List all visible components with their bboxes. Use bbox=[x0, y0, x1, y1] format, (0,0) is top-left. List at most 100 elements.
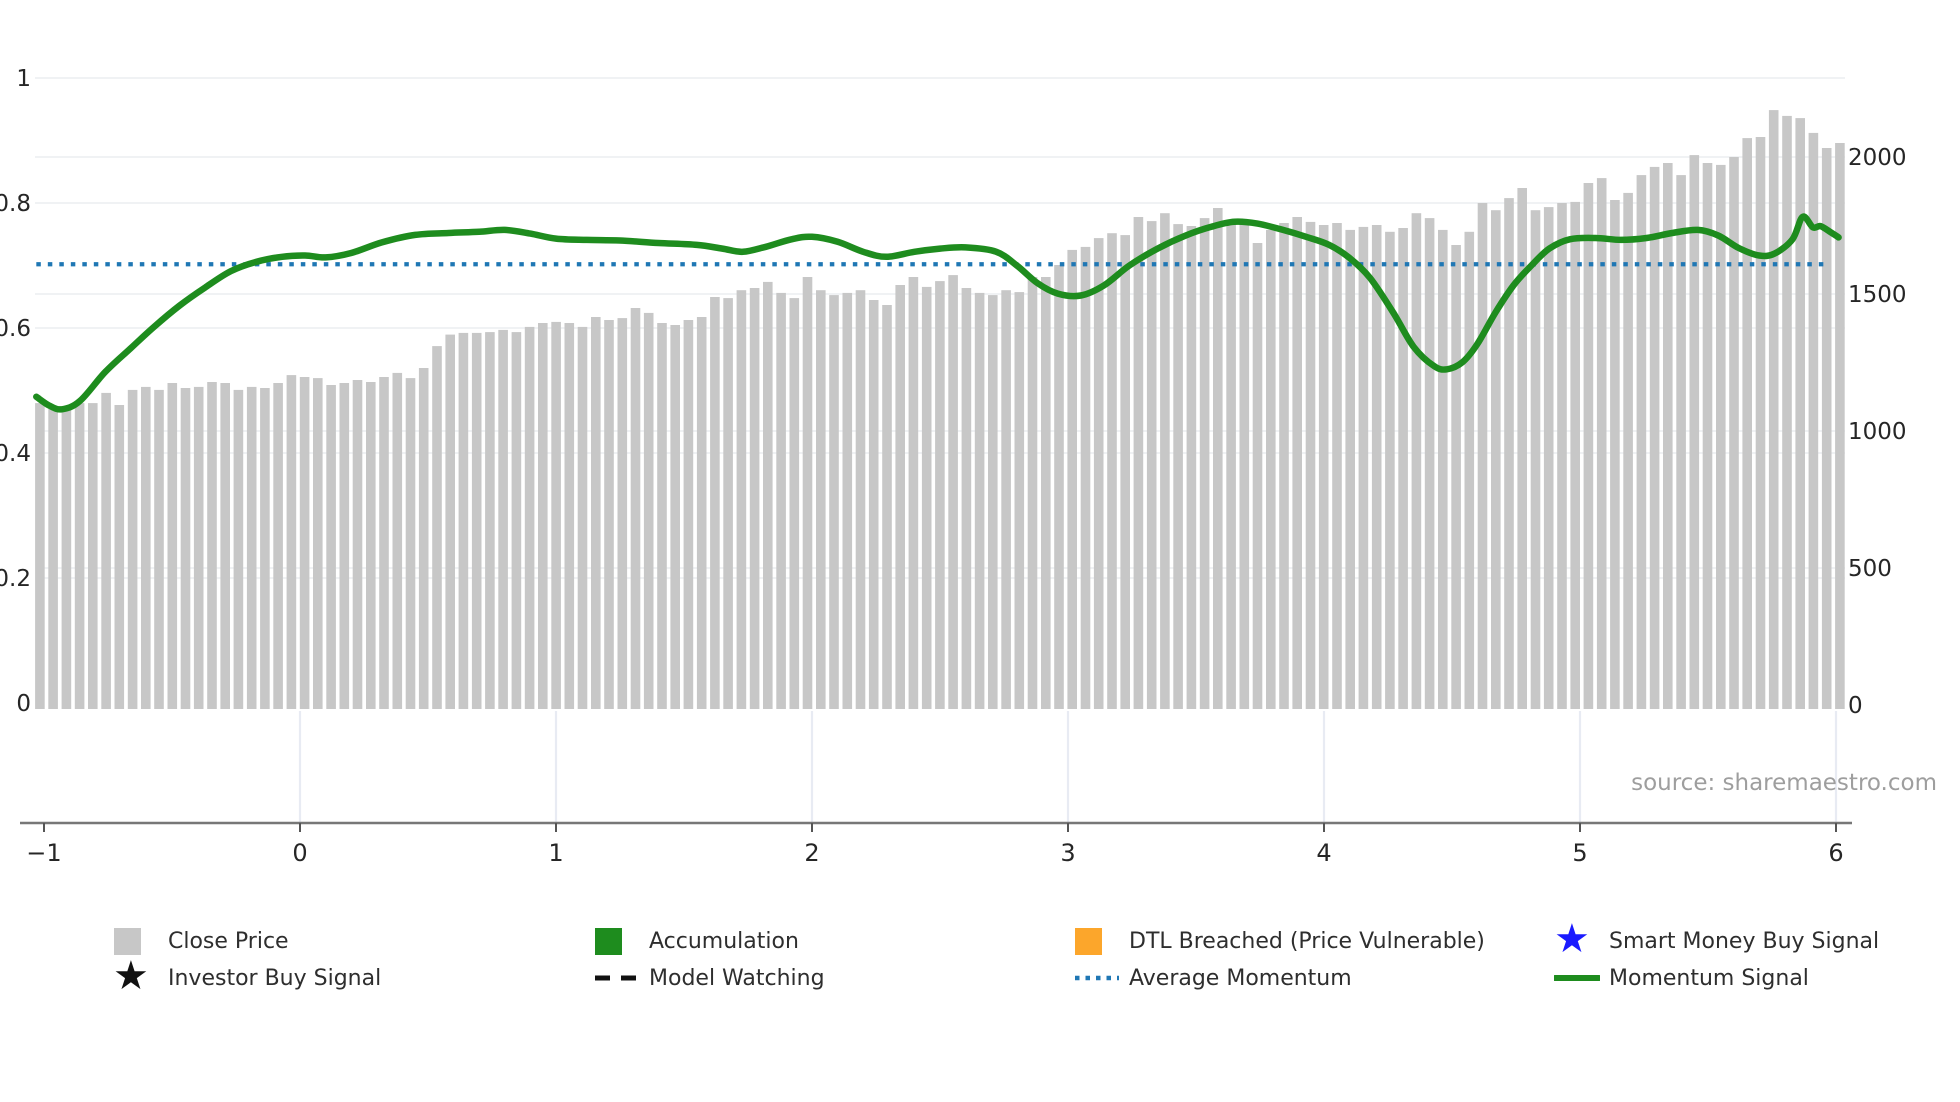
close-price-bar bbox=[855, 290, 866, 709]
close-price-bar bbox=[471, 332, 482, 709]
close-price-bar bbox=[74, 403, 85, 709]
close-price-bar bbox=[696, 317, 707, 709]
legend-item-accumulation: Accumulation bbox=[594, 926, 799, 956]
close-price-bar bbox=[1716, 164, 1726, 709]
close-price-bar bbox=[1107, 233, 1117, 709]
legend-item-momentum-signal: Momentum Signal bbox=[1554, 963, 1809, 993]
close-price-bar bbox=[1623, 192, 1633, 709]
close-price-bar bbox=[246, 386, 257, 709]
close-price-bar bbox=[1358, 226, 1369, 709]
close-price-bar bbox=[366, 382, 376, 709]
close-price-bar bbox=[882, 305, 892, 709]
close-price-bar bbox=[1080, 246, 1091, 709]
close-price-bar bbox=[657, 323, 667, 709]
star-icon: ★ bbox=[113, 956, 163, 996]
close-price-bar bbox=[1782, 115, 1792, 709]
legend-label: Average Momentum bbox=[1129, 965, 1352, 991]
close-price-bar bbox=[988, 295, 998, 709]
close-price-bar bbox=[48, 408, 58, 709]
close-price-bar bbox=[776, 292, 786, 709]
close-price-bar bbox=[313, 378, 323, 709]
legend-item-average-momentum: Average Momentum bbox=[1074, 963, 1352, 993]
close-price-bar bbox=[1808, 132, 1819, 709]
close-price-bar bbox=[1663, 163, 1673, 709]
close-price-bar bbox=[498, 329, 508, 709]
close-price-bar bbox=[1213, 208, 1223, 709]
legend-label: Investor Buy Signal bbox=[168, 965, 382, 991]
x-tick-label: 5 bbox=[1572, 839, 1587, 867]
close-price-bar bbox=[1160, 213, 1170, 709]
close-price-bar bbox=[286, 375, 297, 709]
close-price-bar bbox=[736, 290, 747, 709]
close-price-bar bbox=[577, 326, 588, 709]
close-price-bar bbox=[1199, 218, 1210, 709]
close-price-bar bbox=[1279, 223, 1289, 709]
close-price-bar bbox=[1477, 203, 1488, 709]
close-price-bar bbox=[829, 295, 839, 709]
close-price-bar bbox=[1292, 217, 1302, 709]
close-price-bar bbox=[114, 405, 125, 709]
momentum-signal-line bbox=[33, 213, 1842, 413]
x-tick-label: 2 bbox=[804, 839, 819, 867]
right-tick-label: 0 bbox=[1848, 693, 1863, 719]
close-price-bar bbox=[1173, 224, 1183, 709]
close-price-bar bbox=[1504, 198, 1514, 709]
close-price-bar bbox=[1041, 277, 1051, 709]
close-price-bar bbox=[1702, 163, 1713, 709]
close-price-bar bbox=[445, 334, 455, 709]
close-price-bar bbox=[1239, 223, 1250, 709]
close-price-bar bbox=[802, 277, 813, 709]
close-price-bar bbox=[339, 383, 350, 709]
close-price-bar bbox=[1411, 213, 1422, 709]
close-price-bar bbox=[1438, 229, 1448, 709]
close-price-bar bbox=[1133, 217, 1144, 709]
dotted-line-icon bbox=[1074, 963, 1124, 993]
close-price-bar bbox=[1596, 178, 1607, 710]
legend-item-investor-buy-signal: ★ Investor Buy Signal bbox=[113, 956, 382, 996]
x-tick-label: −1 bbox=[26, 839, 61, 867]
solid-line-icon bbox=[1554, 963, 1604, 993]
close-price-bar bbox=[1491, 210, 1501, 709]
close-price-bar bbox=[352, 380, 363, 709]
close-price-bar bbox=[193, 386, 204, 709]
star-icon: ★ bbox=[1554, 916, 1590, 962]
close-price-bar bbox=[524, 326, 535, 709]
close-price-bar bbox=[180, 388, 191, 709]
close-price-bar bbox=[1543, 207, 1554, 709]
legend-item-dtl-breached-price-vulnerable: DTL Breached (Price Vulnerable) bbox=[1074, 926, 1485, 956]
close-price-bar bbox=[1305, 221, 1316, 709]
legend-item-model-watching: Model Watching bbox=[594, 963, 825, 993]
close-price-bar bbox=[1371, 225, 1382, 709]
left-tick-label: 0.2 bbox=[0, 566, 31, 592]
dashed-line-icon bbox=[595, 975, 639, 981]
close-price-bar bbox=[564, 323, 575, 709]
legend-item-close-price: Close Price bbox=[113, 926, 289, 956]
close-price-bar bbox=[895, 285, 905, 709]
close-price-bar bbox=[710, 297, 720, 709]
close-price-bar bbox=[974, 292, 985, 709]
close-price-bar bbox=[392, 372, 403, 709]
close-price-bar bbox=[842, 292, 853, 709]
x-tick-label: 0 bbox=[292, 839, 307, 867]
close-price-bar bbox=[1318, 225, 1329, 709]
close-price-bar bbox=[1226, 221, 1236, 709]
legend-label: DTL Breached (Price Vulnerable) bbox=[1129, 928, 1485, 954]
close-price-bar bbox=[1821, 148, 1832, 709]
close-price-bar bbox=[551, 321, 561, 709]
legend-label: Close Price bbox=[168, 928, 289, 954]
close-price-bar bbox=[1755, 137, 1766, 709]
close-price-bar bbox=[1649, 166, 1660, 709]
legend-label: Smart Money Buy Signal bbox=[1609, 928, 1880, 954]
legend-item-smart-money-buy-signal: ★ Smart Money Buy Signal bbox=[1554, 916, 1880, 962]
legend-label: Model Watching bbox=[649, 965, 825, 991]
close-price-bar bbox=[154, 389, 164, 709]
close-price-bar bbox=[1067, 249, 1077, 709]
close-price-bar bbox=[1742, 138, 1752, 710]
close-price-bar bbox=[511, 332, 522, 709]
close-price-bar bbox=[432, 346, 442, 709]
close-price-bar bbox=[1093, 238, 1104, 709]
close-price-bar bbox=[1768, 110, 1779, 710]
left-tick-label: 0 bbox=[16, 691, 31, 717]
right-tick-label: 500 bbox=[1848, 556, 1892, 582]
